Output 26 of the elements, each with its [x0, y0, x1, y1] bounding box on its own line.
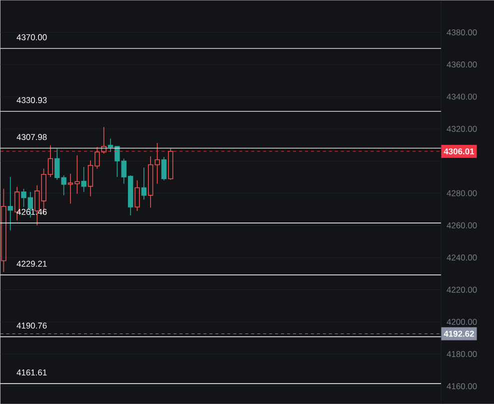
y-tick-label: 4280.00	[446, 190, 477, 196]
candlestick	[81, 166, 86, 192]
ref-line-label: 4306.01	[444, 148, 474, 154]
candlestick	[161, 156, 167, 181]
candlestick	[141, 167, 147, 200]
ref-line-label: 4229.21	[16, 260, 47, 267]
ref-line-label: 4190.76	[16, 322, 47, 329]
y-tick-label: 4240.00	[446, 254, 477, 260]
ref-line-label: 4161.61	[16, 369, 47, 376]
ref-line-label: 4330.93	[16, 97, 47, 104]
ref-line-label: 4192.62	[444, 330, 474, 337]
y-tick-label: 4220.00	[446, 286, 477, 293]
ref-line-label: 4370.00	[16, 34, 47, 40]
y-tick-label: 4360.00	[446, 61, 477, 68]
y-tick-label: 4160.00	[446, 383, 477, 390]
y-tick-label: 4380.00	[446, 29, 477, 36]
y-tick-label: 4260.00	[446, 222, 477, 228]
y-tick-label: 4320.00	[446, 126, 477, 132]
candlestick	[134, 180, 140, 212]
y-tick-label: 4180.00	[446, 351, 477, 357]
candlestick	[1, 188, 6, 272]
ref-line-label: 4307.98	[16, 134, 47, 140]
candlestick	[8, 176, 13, 231]
candlestick	[168, 148, 174, 180]
y-tick-label: 4200.00	[446, 318, 477, 325]
y-tick-label: 4340.00	[446, 94, 477, 100]
